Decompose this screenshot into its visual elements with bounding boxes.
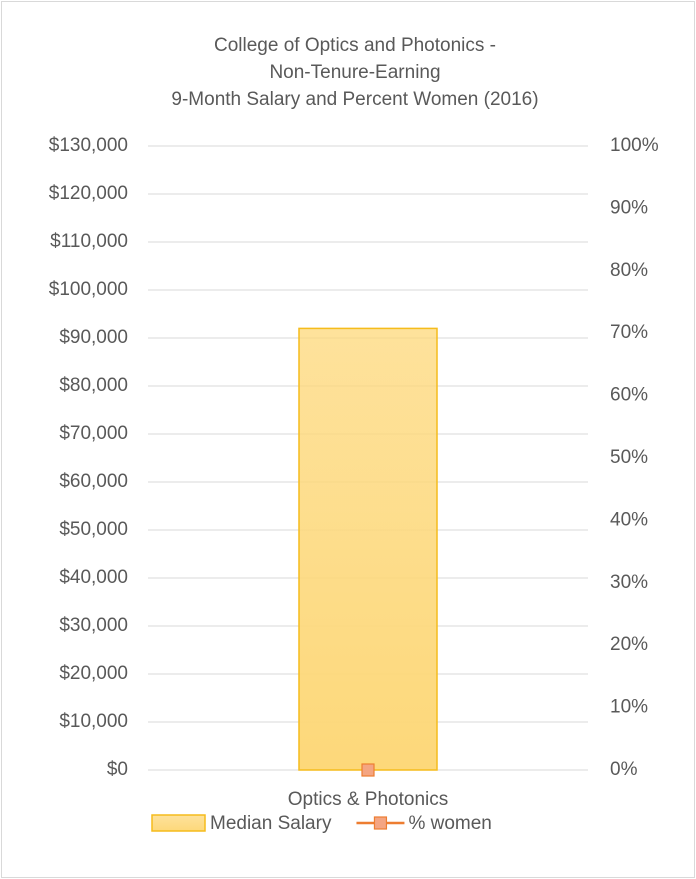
y-tick-label: $130,000 [49, 135, 128, 156]
y2-tick-label: 70% [610, 322, 648, 343]
y-tick-label: $30,000 [59, 615, 128, 636]
y-tick-label: $100,000 [49, 279, 128, 300]
chart-title: Non-Tenure-Earning [269, 62, 440, 83]
legend-label: Median Salary [210, 813, 332, 834]
y-tick-label: $120,000 [49, 183, 128, 204]
y-tick-label: $70,000 [59, 423, 128, 444]
y2-tick-label: 100% [610, 135, 659, 156]
y2-tick-label: 20% [610, 634, 648, 655]
legend-swatch [373, 816, 388, 830]
y2-tick-label: 10% [610, 697, 648, 718]
y-tick-label: $0 [107, 759, 128, 780]
y-tick-label: $80,000 [59, 375, 128, 396]
y2-tick-label: 80% [610, 260, 648, 281]
chart-title: College of Optics and Photonics - [214, 35, 496, 56]
y2-tick-label: 40% [610, 509, 648, 530]
y2-tick-label: 60% [610, 385, 648, 406]
x-tick-label: Optics & Photonics [288, 789, 449, 810]
y-tick-label: $90,000 [59, 327, 128, 348]
y2-tick-label: 90% [610, 197, 648, 218]
y2-tick-label: 0% [610, 759, 638, 780]
y2-tick-label: 30% [610, 572, 648, 593]
legend-label: % women [408, 813, 491, 834]
legend-swatch [151, 814, 206, 832]
y-tick-label: $20,000 [59, 663, 128, 684]
y-tick-label: $110,000 [50, 231, 128, 252]
bar [298, 327, 438, 771]
y2-tick-label: 50% [610, 447, 648, 468]
y-tick-label: $50,000 [59, 519, 128, 540]
y-tick-label: $60,000 [59, 471, 128, 492]
y-tick-label: $40,000 [59, 567, 128, 588]
y-tick-label: $10,000 [59, 711, 128, 732]
line-marker [361, 763, 375, 777]
chart-title: 9-Month Salary and Percent Women (2016) [171, 89, 538, 110]
